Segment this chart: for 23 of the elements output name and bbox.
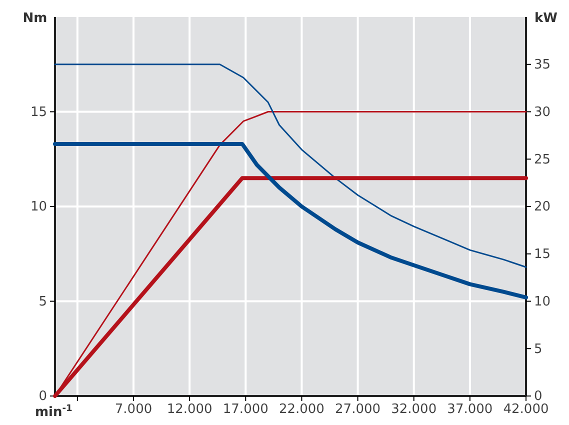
y2-tick-label: 20 (534, 200, 551, 215)
x-tick-label: 7.000 (114, 402, 152, 418)
y2-tick-label: 35 (534, 58, 551, 73)
y2-tick-label: 25 (534, 152, 551, 168)
x-tick-label: 37.000 (447, 402, 493, 418)
x-tick-label: 12.000 (166, 402, 212, 418)
x-tick-label: 42.000 (503, 402, 549, 418)
x-tick-label: 17.000 (222, 402, 268, 418)
y-tick-label: 15 (30, 104, 47, 120)
y2-tick-label: 10 (534, 294, 551, 310)
y2-tick-label: 30 (534, 104, 551, 120)
y2-tick-label: 0 (534, 389, 542, 404)
y-axis-title: Nm (22, 11, 48, 26)
y-tick-label: 0 (38, 389, 47, 404)
x-tick-label: 22.000 (278, 402, 324, 418)
y-tick-label: 5 (38, 294, 47, 310)
y2-tick-label: 5 (534, 342, 542, 357)
y-tick-label: 10 (30, 200, 47, 215)
y2-tick-label: 15 (534, 247, 551, 262)
x-tick-label: 27.000 (335, 402, 381, 418)
x-tick-label: 32.000 (391, 402, 437, 418)
y2-axis-title: kW (534, 11, 558, 26)
x-axis-title: min$^{-1}$ (35, 404, 72, 420)
